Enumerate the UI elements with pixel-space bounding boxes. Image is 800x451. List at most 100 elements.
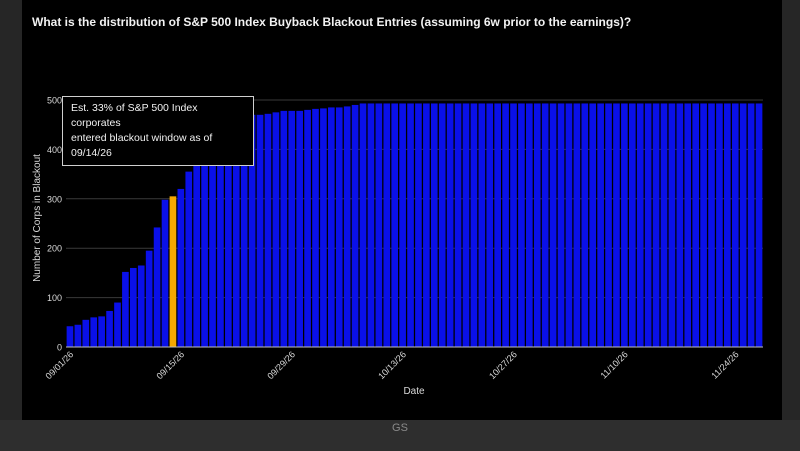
bar — [391, 103, 399, 348]
bar — [122, 271, 129, 347]
bar — [478, 103, 486, 348]
bar — [724, 103, 731, 348]
y-tick-label: 0 — [57, 343, 62, 353]
bar — [328, 107, 335, 347]
x-tick-label: 09/01/26 — [44, 349, 76, 381]
bar — [636, 103, 644, 348]
y-tick-label: 200 — [47, 244, 62, 254]
bar — [676, 103, 684, 348]
bar — [533, 103, 541, 348]
bar — [423, 103, 430, 348]
x-tick-label: 10/27/26 — [487, 349, 519, 381]
y-tick-label: 500 — [47, 96, 62, 106]
x-tick-label: 09/29/26 — [265, 349, 297, 381]
bar — [248, 114, 256, 347]
bar — [462, 103, 470, 348]
bar — [438, 103, 446, 348]
bar — [549, 103, 557, 348]
bar — [185, 171, 193, 347]
bar — [288, 110, 296, 348]
x-tick-label: 10/13/26 — [376, 349, 408, 381]
bar — [684, 103, 692, 348]
bar — [541, 103, 549, 348]
annotation-line-2: entered blackout window as of 09/14/26 — [71, 132, 213, 159]
bar — [320, 108, 327, 348]
bar — [589, 103, 597, 348]
bar — [304, 109, 311, 347]
source-label: GS — [392, 422, 408, 434]
bar — [755, 103, 763, 348]
bar — [470, 103, 478, 348]
bar — [597, 103, 604, 348]
x-tick-label: 11/10/26 — [598, 349, 629, 380]
bar — [209, 137, 216, 347]
y-tick-label: 100 — [47, 293, 62, 303]
bar — [565, 103, 573, 348]
bar — [367, 103, 375, 348]
bar — [502, 103, 509, 348]
chart-svg: 0 100 200 300 400 500 09/01/26 09/15/26 09/29/26… — [32, 96, 763, 397]
bar — [82, 319, 90, 347]
bar — [66, 326, 74, 347]
bar — [407, 103, 414, 348]
bar — [430, 103, 438, 348]
bar — [114, 302, 121, 347]
bar — [486, 103, 494, 348]
bar — [747, 103, 755, 348]
bar — [660, 103, 668, 348]
bar — [708, 103, 715, 348]
bar — [312, 108, 319, 347]
bar — [193, 143, 201, 347]
bars — [66, 103, 763, 348]
bar — [557, 103, 565, 348]
bar — [74, 324, 82, 347]
bar — [177, 188, 185, 347]
bar — [581, 103, 589, 348]
bar — [605, 103, 612, 348]
bar — [415, 103, 422, 348]
bar — [256, 114, 264, 347]
bar — [335, 107, 343, 347]
bar — [375, 103, 383, 348]
bar — [106, 310, 113, 347]
annotation-line-1: Est. 33% of S&P 500 Index corporates — [71, 102, 198, 129]
bar — [613, 103, 620, 348]
bar — [731, 103, 739, 348]
bar — [217, 129, 224, 347]
annotation-box: Est. 33% of S&P 500 Index corporates ent… — [62, 96, 254, 166]
bar — [272, 112, 280, 347]
bar — [280, 110, 288, 348]
bar — [296, 110, 303, 348]
bar — [573, 103, 581, 348]
bar — [739, 103, 747, 348]
bar — [264, 113, 272, 347]
footer-bar — [0, 420, 800, 451]
bar — [351, 104, 359, 347]
x-tick-label: 09/15/26 — [154, 349, 186, 381]
y-tick-label: 300 — [47, 194, 62, 204]
bar — [137, 265, 145, 347]
bar — [652, 103, 660, 348]
bar — [668, 103, 676, 348]
bar — [98, 316, 105, 347]
bar — [700, 103, 707, 348]
bar — [716, 103, 723, 348]
bar — [130, 267, 137, 347]
y-tick-label: 400 — [47, 145, 62, 155]
bar — [621, 103, 628, 348]
bar — [161, 199, 169, 347]
bar — [518, 103, 525, 348]
bar — [90, 317, 98, 347]
bar — [240, 115, 248, 347]
bar — [644, 103, 652, 348]
bar — [225, 122, 232, 347]
bar — [343, 106, 351, 347]
bar — [359, 103, 367, 348]
bar — [232, 117, 240, 347]
bar — [628, 103, 636, 348]
highlight-bar — [169, 196, 177, 347]
bar — [510, 103, 517, 348]
bar — [494, 103, 501, 348]
chart-title: What is the distribution of S&P 500 Inde… — [32, 15, 632, 29]
